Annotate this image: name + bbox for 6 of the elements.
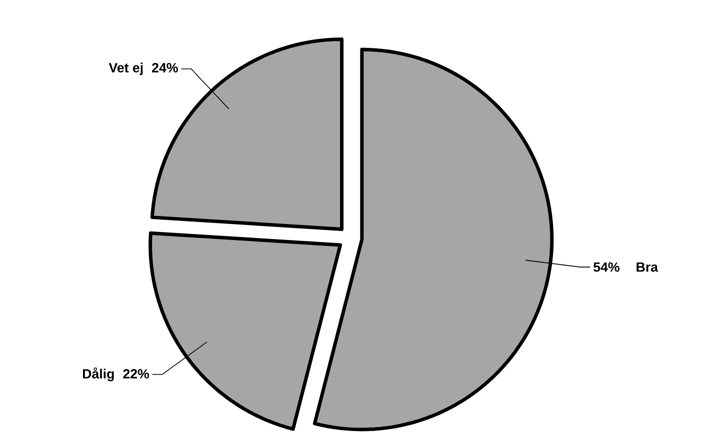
slice-label: Vet ej (108, 62, 143, 76)
data-label: 22% (123, 369, 150, 379)
data-label: 54% (594, 262, 620, 272)
slice-label: Dålig (83, 367, 114, 382)
slice-label: Bra (636, 262, 658, 272)
data-label: 24% (152, 63, 178, 72)
